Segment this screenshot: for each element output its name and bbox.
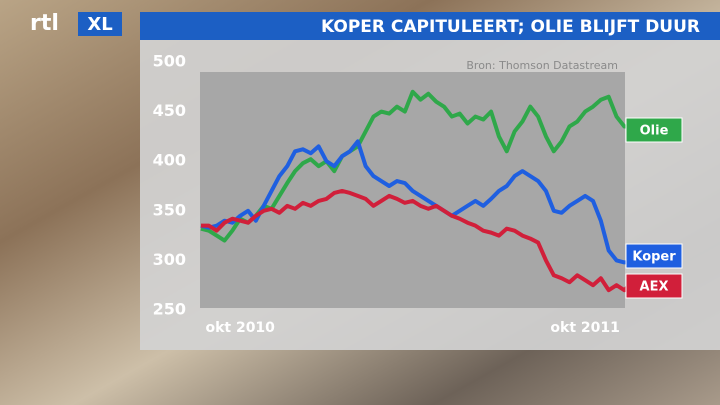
series-line (201, 188, 634, 293)
logo-rtl: rtl (30, 11, 59, 36)
source-note: Bron: Thomson Datastream (466, 59, 618, 72)
logo-box (78, 12, 122, 36)
y-tick-label: 300 (153, 250, 186, 269)
x-tick-label: okt 2010 (205, 320, 275, 336)
series-label-box (625, 273, 683, 299)
y-tick-label: 250 (153, 300, 186, 319)
series-label-box (625, 243, 683, 269)
series-line (200, 89, 633, 243)
y-tick-label: 450 (153, 101, 186, 120)
series-label-box (625, 117, 683, 143)
legend-entry: Koper (632, 250, 676, 265)
logo-xl: XL (87, 14, 112, 35)
y-tick-label: 400 (153, 151, 186, 170)
chart-title: KOPER CAPITULEERT; OLIE BLIJFT DUUR (321, 17, 700, 37)
legend-entry: AEX (640, 280, 669, 295)
y-tick-label: 500 (153, 52, 186, 71)
x-tick-label: okt 2011 (550, 320, 619, 336)
series-line (200, 139, 633, 265)
legend-entry: Olie (640, 124, 669, 139)
y-tick-label: 350 (153, 200, 186, 219)
title-bar (140, 12, 720, 40)
